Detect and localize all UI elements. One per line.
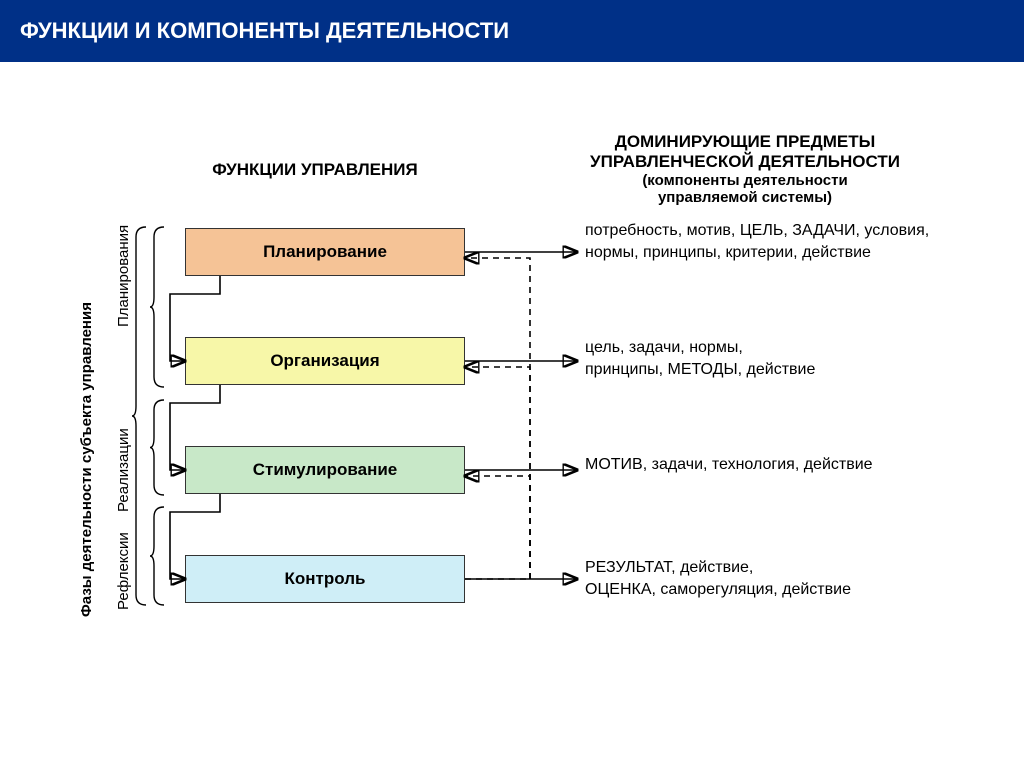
header-bar: ФУНКЦИИ И КОМПОНЕНТЫ ДЕЯТЕЛЬНОСТИ bbox=[0, 0, 1024, 62]
page-title: ФУНКЦИИ И КОМПОНЕНТЫ ДЕЯТЕЛЬНОСТИ bbox=[20, 18, 509, 43]
diagram-canvas: ФУНКЦИИ УПРАВЛЕНИЯ ДОМИНИРУЮЩИЕ ПРЕДМЕТЫ… bbox=[0, 62, 1024, 762]
connectors bbox=[0, 62, 1024, 762]
